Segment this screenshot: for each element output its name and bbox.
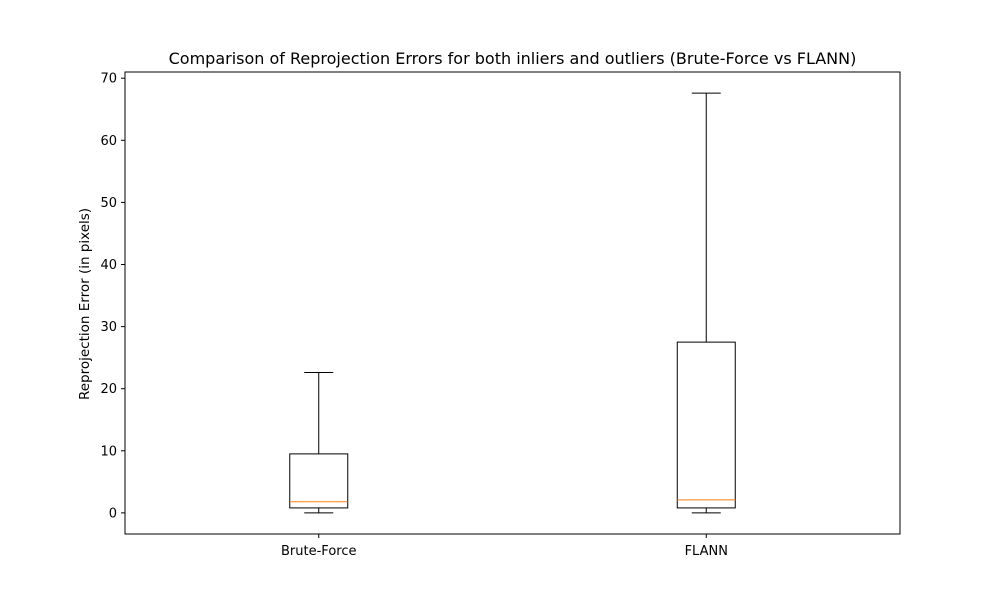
y-tick-label: 50 [100, 196, 117, 211]
plot-area: 0 10 20 30 40 50 60 70 Brute-Force FLANN [100, 71, 901, 559]
y-tick-label: 60 [100, 134, 117, 149]
y-tick-label: 20 [100, 382, 117, 397]
box-iqr [289, 453, 349, 509]
y-tick-label: 30 [100, 320, 117, 335]
y-tick-label: 10 [100, 444, 117, 459]
x-tick-label: FLANN [685, 544, 728, 559]
chart-title: Comparison of Reprojection Errors for bo… [169, 49, 857, 68]
y-axis-label: Reprojection Error (in pixels) [77, 208, 93, 400]
y-tick-label: 0 [109, 506, 117, 521]
x-tick-label: Brute-Force [281, 544, 356, 559]
y-tick-label: 40 [100, 258, 117, 273]
axes-frame [124, 71, 901, 535]
box-iqr [676, 341, 736, 509]
y-tick-label: 70 [100, 72, 117, 87]
